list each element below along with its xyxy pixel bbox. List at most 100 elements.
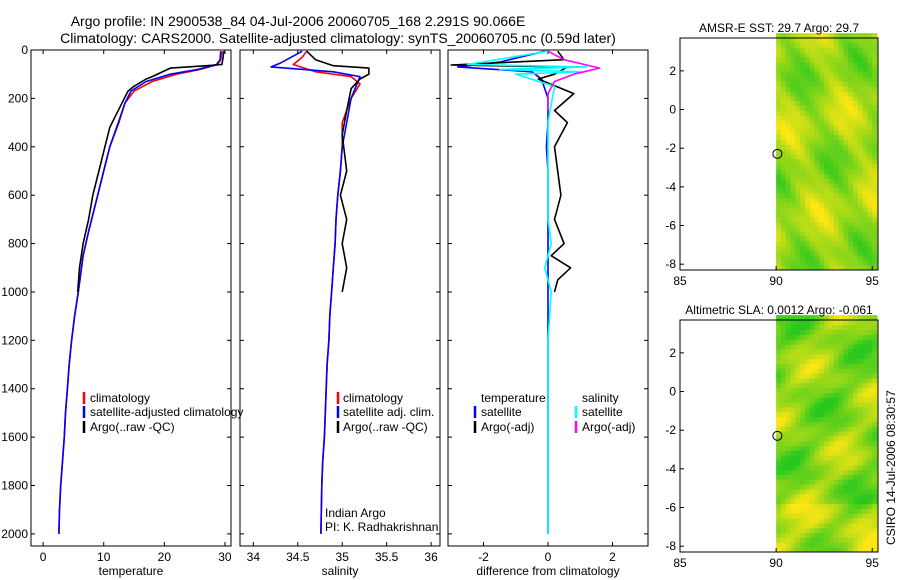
heatmap-cell [862, 149, 868, 155]
heatmap-cell [857, 38, 864, 44]
heatmap-cell [814, 542, 820, 548]
heatmap-cell [795, 96, 801, 102]
heatmap-cell [809, 339, 815, 345]
heatmap-cell [833, 62, 839, 68]
heatmap-cell [833, 513, 839, 519]
heatmap-cell [785, 320, 791, 326]
heatmap-cell [790, 349, 796, 355]
heatmap-cell [804, 416, 811, 422]
heatmap-cell [790, 33, 796, 39]
heatmap-cell [838, 450, 844, 456]
heatmap-cell [795, 192, 801, 198]
heatmap-cell [809, 105, 815, 111]
heatmap-cell [790, 440, 796, 447]
heatmap-cell [833, 158, 839, 165]
heatmap-cell [800, 484, 806, 490]
heatmap-cell [814, 168, 820, 174]
heatmap-cell [843, 163, 849, 169]
heatmap-cell [776, 125, 782, 131]
heatmap-cell [790, 460, 796, 466]
heatmap-cell [814, 129, 820, 136]
heatmap-cell [857, 392, 864, 398]
heatmap-cell [843, 416, 849, 422]
heatmap-cell [819, 86, 825, 92]
heatmap-cell [776, 465, 782, 471]
heatmap-cell [790, 125, 796, 131]
legend-label-climatology: climatology [343, 391, 403, 405]
heatmap-cell [804, 426, 811, 432]
heatmap-cell [785, 207, 791, 213]
heatmap-cell [785, 416, 791, 422]
heatmap-cell [857, 183, 864, 189]
heatmap-cell [824, 105, 830, 111]
heatmap-cell [833, 168, 839, 174]
heatmap-cell [780, 183, 787, 189]
heatmap-cell [862, 226, 868, 232]
heatmap-cell [776, 81, 782, 87]
heatmap-cell [833, 402, 839, 408]
heatmap-cell [853, 76, 859, 82]
heatmap-cell [843, 537, 849, 543]
heatmap-cell [857, 33, 864, 39]
heatmap-cell [862, 207, 868, 213]
heatmap-cell [819, 382, 825, 389]
heatmap-cell [780, 245, 787, 252]
heatmap-cell [795, 484, 801, 490]
heatmap-cell [848, 411, 854, 418]
heatmap-cell [848, 47, 854, 53]
heatmap-cell [857, 62, 864, 68]
heatmap-cell [819, 440, 825, 447]
heatmap-cell [867, 154, 873, 160]
heatmap-cell [790, 368, 796, 374]
heatmap-cell [828, 100, 835, 107]
heatmap-cell [838, 353, 844, 360]
heatmap-cell [819, 329, 825, 335]
heatmap-cell [804, 542, 811, 548]
heatmap-cell [857, 339, 864, 345]
heatmap-cell [867, 120, 873, 126]
heatmap-cell [867, 187, 873, 194]
heatmap-cell [857, 207, 864, 213]
heatmap-cell [848, 460, 854, 466]
heatmap-cell [843, 33, 849, 39]
heatmap-cell [824, 542, 830, 548]
heatmap-cell [776, 183, 782, 189]
heatmap-cell [776, 542, 782, 548]
heatmap-cell [828, 255, 835, 261]
heatmap-cell [853, 450, 859, 456]
heatmap-cell [800, 349, 806, 355]
y-tick-label: 400 [8, 140, 28, 154]
y-tick-label: -2 [665, 141, 676, 155]
heatmap-cell [838, 91, 844, 97]
heatmap-cell [790, 76, 796, 82]
heatmap-cell [867, 358, 873, 364]
heatmap-cell [785, 154, 791, 160]
heatmap-cell [809, 324, 815, 331]
heatmap-cell [872, 363, 878, 369]
heatmap-cell [857, 96, 864, 102]
heatmap-cell [872, 187, 878, 194]
heatmap-cell [843, 265, 849, 271]
heatmap-cell [867, 494, 873, 500]
heatmap-cell [824, 431, 830, 437]
heatmap-cell [819, 368, 825, 374]
heatmap-cell [776, 168, 782, 174]
heatmap-cell [848, 474, 854, 480]
heatmap-cell [853, 125, 859, 131]
heatmap-cell [780, 542, 787, 548]
heatmap-cell [800, 368, 806, 374]
heatmap-cell [809, 416, 815, 422]
heatmap-cell [809, 518, 815, 524]
heatmap-cell [814, 353, 820, 360]
heatmap-cell [872, 416, 878, 422]
heatmap-cell [848, 125, 854, 131]
heatmap-cell [790, 231, 796, 237]
heatmap-cell [862, 397, 868, 403]
heatmap-cell [824, 363, 830, 369]
heatmap-cell [814, 134, 820, 140]
heatmap-cell [809, 255, 815, 261]
heatmap-cell [795, 265, 801, 271]
heatmap-cell [780, 537, 787, 543]
heatmap-cell [819, 339, 825, 345]
heatmap-cell [780, 431, 787, 437]
